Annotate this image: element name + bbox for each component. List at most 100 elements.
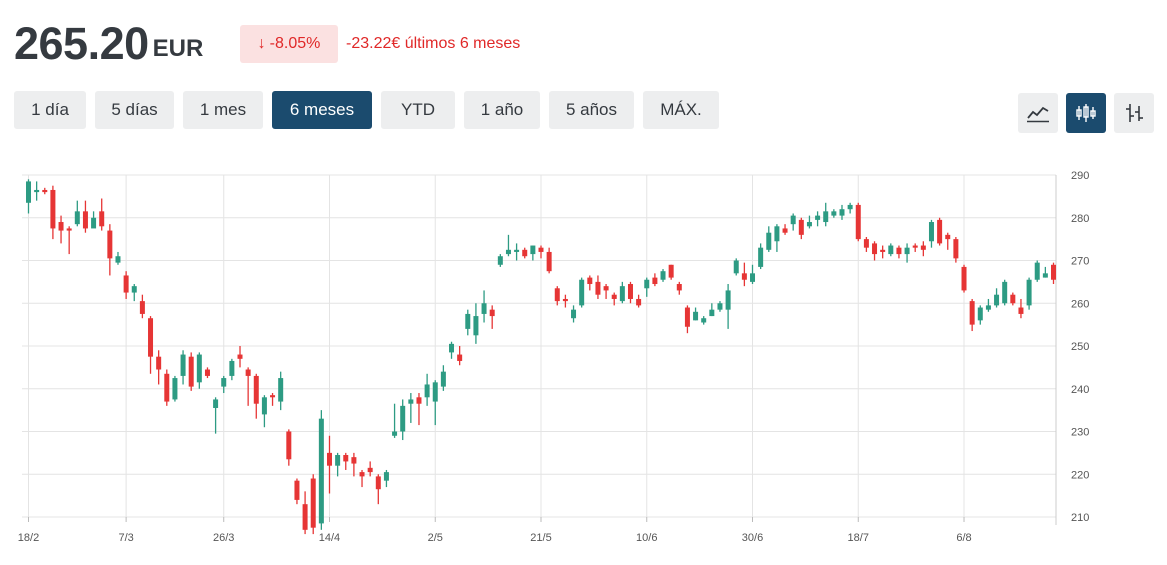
candle-body <box>326 452 332 466</box>
candle-body <box>42 189 48 193</box>
candles <box>26 179 1056 535</box>
candle-body <box>660 271 666 280</box>
candle-body <box>400 405 406 432</box>
change-percent-badge: ↓ -8.05% <box>240 25 338 63</box>
range-6m-button[interactable]: 6 meses <box>272 91 372 129</box>
candle-body <box>790 215 796 225</box>
candle-body <box>1034 262 1040 280</box>
candle-body <box>1026 279 1032 306</box>
y-tick-label: 230 <box>1071 427 1089 439</box>
candle-body <box>587 277 593 285</box>
candle <box>375 474 381 505</box>
candle <box>34 181 40 201</box>
candle-body <box>872 243 878 255</box>
currency-label: EUR <box>152 35 204 62</box>
candle-body <box>115 256 121 263</box>
candle-body <box>1018 307 1024 314</box>
candle-body <box>383 472 389 481</box>
candle-body <box>546 251 552 272</box>
range-1y-button[interactable]: 1 año <box>464 91 540 129</box>
candle-body <box>213 399 219 408</box>
candle <box>416 393 422 426</box>
candle <box>562 294 568 308</box>
chart-grid <box>22 174 1057 525</box>
candle <box>172 375 178 402</box>
candle <box>294 478 300 505</box>
candle <box>1018 298 1024 319</box>
candle <box>571 305 577 323</box>
candle <box>1010 292 1016 306</box>
candle <box>156 350 162 385</box>
candle-body <box>188 356 194 387</box>
candle <box>457 346 463 366</box>
candle <box>709 303 715 317</box>
candle-body <box>725 290 731 310</box>
candle-body <box>888 245 894 255</box>
candle-body <box>302 504 308 530</box>
candle <box>505 234 511 257</box>
candle <box>522 247 528 259</box>
line-chart-button[interactable] <box>1018 93 1058 133</box>
candle <box>123 271 129 299</box>
x-tick-label: 18/2 <box>18 532 39 544</box>
candle <box>920 241 926 257</box>
candle <box>82 200 88 233</box>
candle-body <box>514 249 520 252</box>
candle-body <box>611 294 617 299</box>
y-tick-label: 250 <box>1071 341 1089 353</box>
range-max-button[interactable]: MÁX. <box>643 91 719 129</box>
candle-body <box>66 228 72 231</box>
candle <box>1051 262 1056 285</box>
candle <box>74 200 80 227</box>
y-tick-label: 270 <box>1071 256 1089 268</box>
candle <box>253 373 259 419</box>
candle <box>928 219 934 248</box>
candle-body <box>969 301 975 325</box>
range-5y-button[interactable]: 5 años <box>549 91 634 129</box>
y-tick-label: 260 <box>1071 298 1089 310</box>
candle-body <box>473 316 479 336</box>
range-ytd-button[interactable]: YTD <box>381 91 455 129</box>
range-5d-button[interactable]: 5 días <box>95 91 174 129</box>
candle-body <box>953 239 959 259</box>
candle-body <box>123 275 129 293</box>
candle <box>270 393 276 406</box>
candle-body <box>489 309 495 317</box>
ohlc-chart-button[interactable] <box>1114 93 1154 133</box>
candle <box>863 236 869 252</box>
candle-body <box>636 298 642 306</box>
candle <box>221 375 227 394</box>
candle <box>717 301 723 312</box>
candle-body <box>945 234 951 240</box>
range-1d-button[interactable]: 1 día <box>14 91 86 129</box>
candle <box>636 294 642 308</box>
candle <box>611 292 617 306</box>
candle-body <box>1051 264 1056 280</box>
candle <box>1002 279 1008 306</box>
candle <box>741 262 747 287</box>
candle <box>627 281 633 304</box>
candlestick-chart-button[interactable] <box>1066 93 1106 133</box>
candle <box>693 307 699 321</box>
candle-body <box>505 249 511 255</box>
candle <box>326 435 332 494</box>
candle <box>798 217 804 240</box>
candle <box>50 185 56 240</box>
candle-body <box>676 284 682 291</box>
candle <box>1026 277 1032 310</box>
candle-body <box>34 189 40 193</box>
candle-body <box>261 397 267 415</box>
range-1m-button[interactable]: 1 mes <box>183 91 263 129</box>
line-chart-icon <box>1027 106 1049 123</box>
candle <box>595 275 601 299</box>
candle <box>937 217 943 246</box>
candle <box>131 284 137 302</box>
candle <box>213 397 219 434</box>
candle <box>774 224 780 252</box>
price-header: 265.20 EUR <box>14 18 203 70</box>
candle-body <box>766 232 772 250</box>
candle <box>668 264 674 280</box>
candle-body <box>408 399 414 404</box>
candle-body <box>196 354 202 383</box>
